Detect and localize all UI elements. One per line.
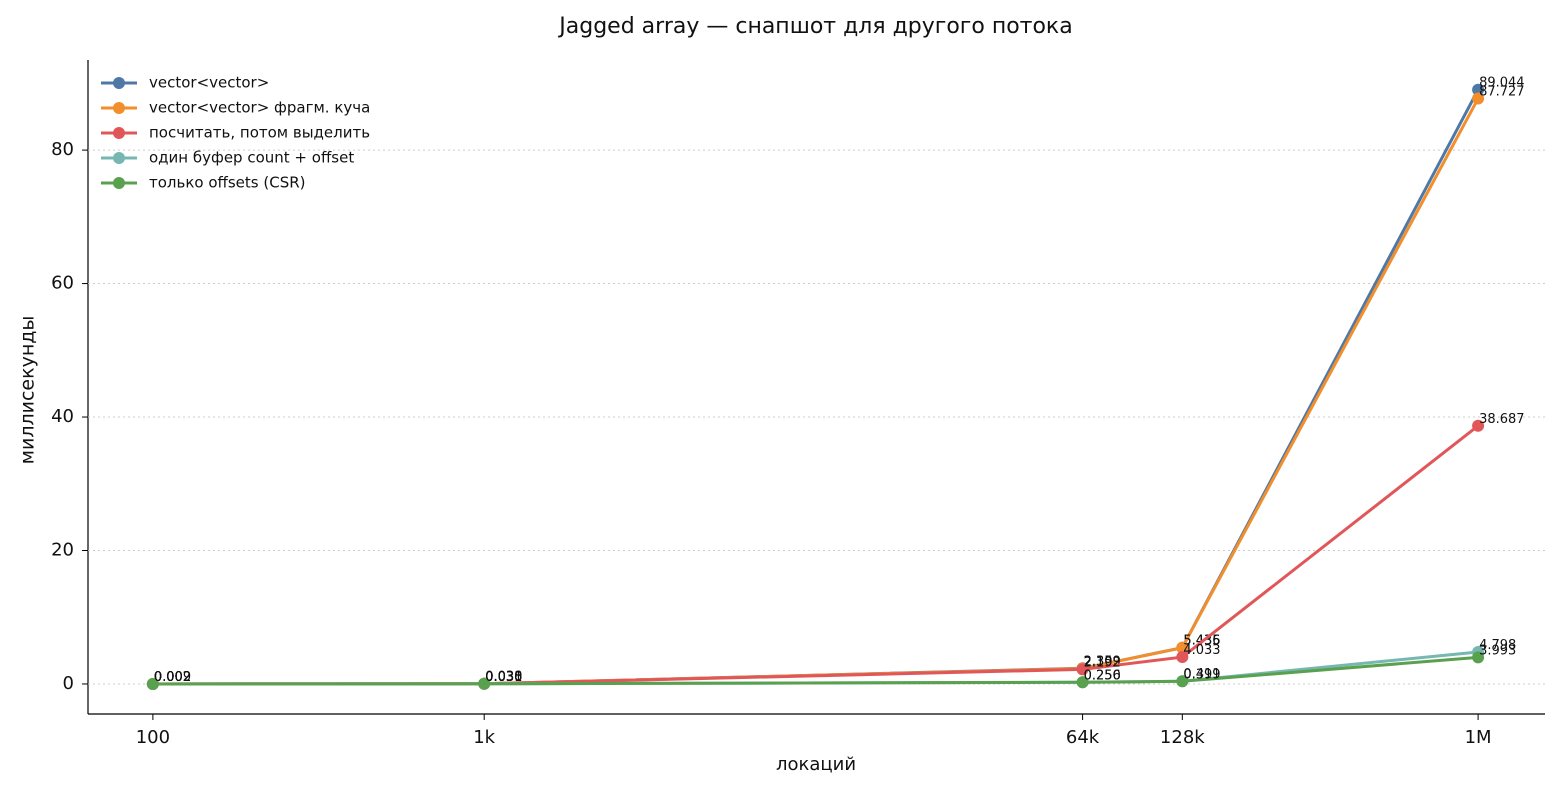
data-point <box>1472 92 1485 105</box>
data-point <box>1472 651 1485 664</box>
legend-label: vector<vector> фрагм. куча <box>149 99 370 117</box>
data-label: 0.031 <box>485 670 522 685</box>
data-label: 4.798 <box>1479 638 1516 653</box>
data-point <box>1472 83 1485 96</box>
data-label: 0.399 <box>1183 667 1220 682</box>
legend-label: vector<vector> <box>149 74 269 92</box>
data-label: 0.250 <box>1084 668 1121 683</box>
data-label: 0.002 <box>154 670 191 685</box>
data-point <box>146 677 159 690</box>
data-label: 89.044 <box>1479 76 1525 91</box>
data-label: 0.030 <box>485 670 522 685</box>
data-point <box>1176 675 1189 688</box>
y-axis-label: миллисекунды <box>17 316 39 465</box>
data-point <box>1176 641 1189 654</box>
series-line <box>152 650 1479 686</box>
x-axis-label: локаций <box>776 754 856 775</box>
legend-label: только offsets (CSR) <box>149 174 306 192</box>
x-tick-label: 1k <box>473 727 495 748</box>
data-label: 0.002 <box>154 670 191 685</box>
data-label: 3.993 <box>1479 643 1516 658</box>
legend-label: посчитать, потом выделить <box>149 124 370 142</box>
legend-marker <box>113 152 125 164</box>
data-point <box>1076 676 1089 689</box>
y-tick-label: 80 <box>51 139 74 160</box>
data-label: 38.687 <box>1479 412 1525 427</box>
legend-marker <box>113 77 125 89</box>
data-label: 0.002 <box>154 670 191 685</box>
y-tick-label: 40 <box>51 406 74 427</box>
data-label: 2.192 <box>1084 655 1121 670</box>
data-label: 0.038 <box>485 670 522 685</box>
y-tick-label: 60 <box>51 273 74 294</box>
data-point <box>478 677 491 690</box>
data-label: 0.256 <box>1084 668 1121 683</box>
legend-marker <box>113 102 125 114</box>
data-label: 4.033 <box>1183 643 1220 658</box>
data-label: 0.030 <box>485 670 522 685</box>
series-line <box>152 97 1480 686</box>
data-point <box>1472 419 1485 432</box>
data-point <box>1076 663 1089 676</box>
data-label: 0.030 <box>485 670 522 685</box>
data-point <box>1176 651 1189 664</box>
data-label: 0.009 <box>154 670 191 685</box>
series-line <box>152 89 1480 686</box>
y-tick-label: 0 <box>63 673 74 694</box>
x-tick-label: 128k <box>1160 727 1205 748</box>
chart-title: Jagged array — снапшот для другого поток… <box>557 14 1072 39</box>
x-tick-label: 1M <box>1465 727 1492 748</box>
y-tick-label: 20 <box>51 540 74 561</box>
legend-marker <box>113 127 125 139</box>
x-tick-label: 64k <box>1066 727 1100 748</box>
data-label: 0.002 <box>154 670 191 685</box>
legend-label: один буфер count + offset <box>149 149 354 167</box>
legend-marker <box>113 177 125 189</box>
data-label: 87.727 <box>1479 85 1525 100</box>
x-tick-label: 100 <box>136 727 170 748</box>
